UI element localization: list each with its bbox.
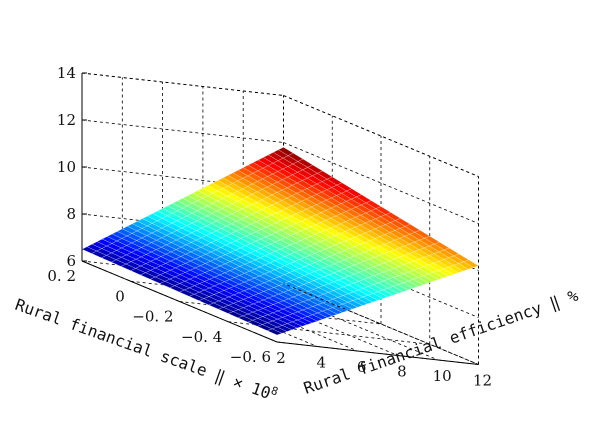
grid-line-side-wall [283,95,479,177]
y-tick-label: −0. 4 [181,328,222,346]
x-tick-label: 12 [473,372,492,390]
grid-line-back-wall [81,119,284,143]
floor-back-edge [283,283,479,365]
grid-line-floor [243,278,439,361]
grid-line-floor [202,274,399,356]
grid-line-floor [283,283,479,365]
surface-mesh [81,146,479,336]
grid-line-side-wall [283,236,479,318]
z-tick-label: 8 [66,205,76,223]
y-tick-label: −0. 2 [132,308,173,326]
x-tick-label: 8 [397,363,407,381]
z-axis-ticks: 6 8 10 12 14 [57,64,87,270]
x-tick-label: 6 [357,358,367,376]
z-tick-label: 12 [57,111,76,129]
grid-line-floor [228,321,430,345]
x-tick-label: 2 [276,349,286,367]
x-tick-label: 4 [317,354,327,372]
y-tick-label: 0. 2 [47,267,76,285]
y-axis-ticks: 0. 2 0 −0. 2 −0. 4 −0. 6 [47,267,271,366]
z-tick-label: 14 [57,64,76,82]
grid-line-floor [179,301,382,325]
x-axis-line [276,341,479,365]
y-tick-label: 0 [115,287,125,305]
y-tick-label: −0. 6 [230,348,271,366]
surface-patch [463,259,479,268]
z-tick-label: 10 [57,158,76,176]
z-tick-label: 6 [66,252,76,270]
grid-line-side-wall [283,142,479,224]
grid-line-back-wall [81,72,284,96]
grid-line-floor [162,269,358,352]
x-axis-ticks: 2 4 6 8 10 12 [276,349,492,390]
grid-line-floor [122,265,318,347]
y-axis-line [81,260,278,343]
x-tick-label: 10 [433,367,452,385]
